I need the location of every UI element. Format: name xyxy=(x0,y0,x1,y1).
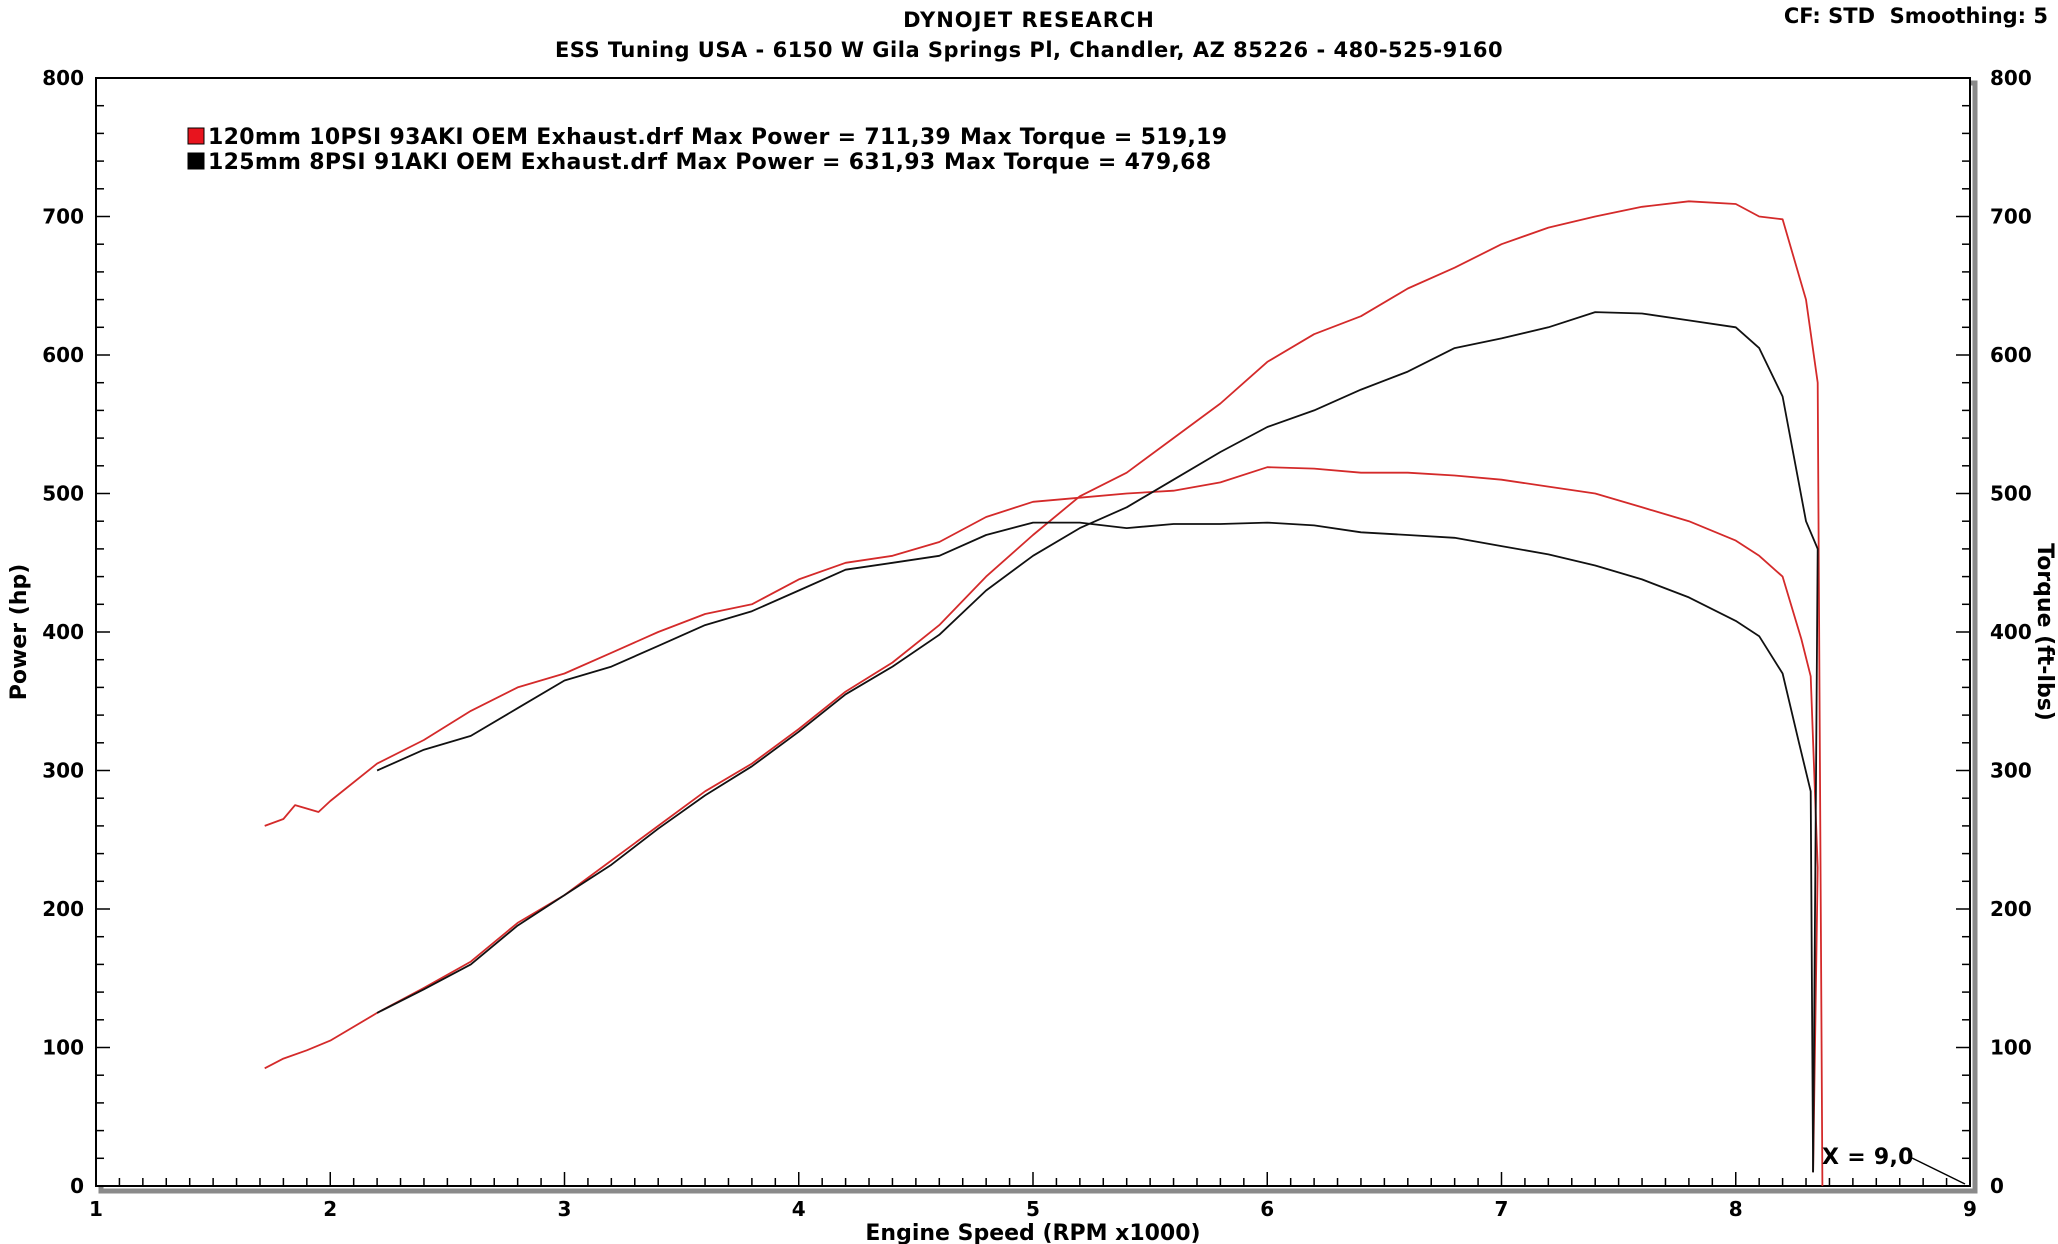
y-tick-label-right: 200 xyxy=(1990,897,2032,921)
plot-frame xyxy=(95,77,1978,1194)
y-tick-label-left: 100 xyxy=(42,1036,84,1060)
y-tick-label-left: 300 xyxy=(42,759,84,783)
y-tick-label-left: 600 xyxy=(42,343,84,367)
x-tick-label: 9 xyxy=(1963,1197,1977,1221)
y-tick-label-right: 700 xyxy=(1990,205,2032,229)
x-axis-title: Engine Speed (RPM x1000) xyxy=(865,1221,1200,1244)
legend: 120mm 10PSI 93AKI OEM Exhaust.drf Max Po… xyxy=(187,125,1227,175)
legend-swatch-2 xyxy=(187,152,205,170)
y-tick-label-right: 300 xyxy=(1990,759,2032,783)
series-2-torque-line xyxy=(376,521,1814,1173)
legend-torque-1: Max Torque = 519,19 xyxy=(960,125,1227,150)
y-tick-label-right: 100 xyxy=(1990,1036,2032,1060)
x-tick-label: 7 xyxy=(1495,1197,1509,1221)
legend-torque-2: Max Torque = 479,68 xyxy=(944,150,1211,175)
x-tick-label: 5 xyxy=(1026,1197,1040,1221)
y-tick-label-right: 0 xyxy=(1990,1174,2004,1198)
cursor-label: X = 9,0 xyxy=(1822,1145,1914,1170)
x-tick-label: 2 xyxy=(323,1197,337,1221)
y-tick-label-left: 200 xyxy=(42,897,84,921)
chart-title: DYNOJET RESEARCH xyxy=(903,8,1155,32)
axis-ticks xyxy=(95,77,1971,1187)
x-tick-label: 8 xyxy=(1729,1197,1743,1221)
chart-subtitle: ESS Tuning USA - 6150 W Gila Springs Pl,… xyxy=(554,38,1504,62)
x-tick-label: 4 xyxy=(792,1197,806,1221)
correction-factor-label: CF: STD xyxy=(1783,4,1876,28)
x-tick-label: 3 xyxy=(558,1197,572,1221)
y-tick-label-right: 800 xyxy=(1990,66,2032,90)
settings-readout: CF: STD Smoothing: 5 xyxy=(1784,4,2048,28)
y-tick-label-left: 400 xyxy=(42,620,84,644)
series-lines xyxy=(264,200,1824,1187)
y-tick-label-right: 500 xyxy=(1990,482,2032,506)
x-tick-label: 1 xyxy=(89,1197,103,1221)
y-tick-label-left: 700 xyxy=(42,205,84,229)
frame-border xyxy=(95,77,1971,1187)
legend-label-2: 125mm 8PSI 91AKI OEM Exhaust.drf Max Pow… xyxy=(208,150,935,175)
series-1-torque-line xyxy=(264,466,1819,1173)
y-tick-label-left: 800 xyxy=(42,66,84,90)
y-axis-title-left: Power (hp) xyxy=(7,564,32,701)
y-tick-label-left: 0 xyxy=(70,1174,84,1198)
series-2-power-line xyxy=(376,311,1819,1173)
y-tick-label-left: 500 xyxy=(42,482,84,506)
legend-swatch-1 xyxy=(187,127,205,145)
series-1-power-line xyxy=(264,200,1824,1187)
x-tick-label: 6 xyxy=(1260,1197,1274,1221)
cursor-pointer-line xyxy=(1911,1157,1966,1185)
y-tick-label-right: 400 xyxy=(1990,620,2032,644)
y-axis-title-right: Torque (ft-lbs) xyxy=(2032,543,2057,721)
smoothing-label: Smoothing: 5 xyxy=(1889,4,2048,28)
axis-labels: 0 0 100 100 200 200 300 300 400 400 500 500 600 600 70… xyxy=(7,66,2057,1244)
y-tick-label-right: 600 xyxy=(1990,343,2032,367)
legend-label-1: 120mm 10PSI 93AKI OEM Exhaust.drf Max Po… xyxy=(208,125,951,150)
